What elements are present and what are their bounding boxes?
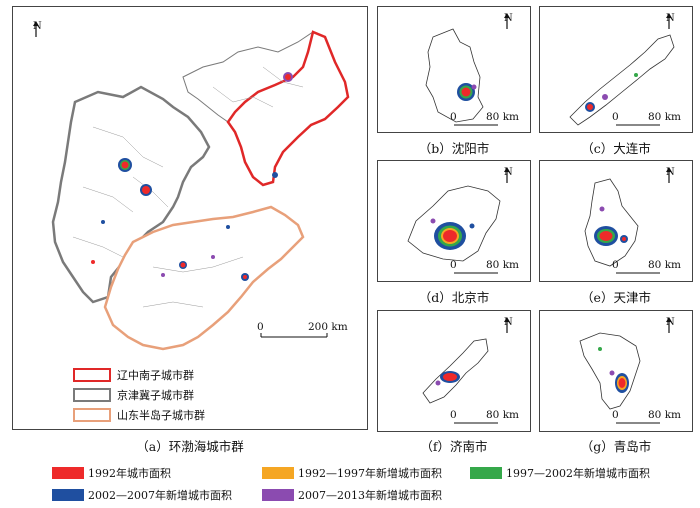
panel-f-map: N 0 80 km [377,310,531,432]
scale-end-c: 80 km [648,111,682,123]
caption-f: （f）济南市 [420,439,488,454]
legend-1992-1997: 1992—1997年新增城市面积 [262,466,442,480]
shandong-swatch [73,408,111,422]
panel-g-map: N 0 80 km [539,310,693,432]
scale-end-a: 200 km [308,321,348,333]
county-lines [72,66,304,308]
scale-start-e: 0 [612,259,619,271]
legend-1997-2002-swatch [470,467,502,479]
caption-a: （a）环渤海城市群 [136,439,244,454]
scale-end-b: 80 km [486,111,520,123]
north-arrow-f: N [504,317,513,333]
panel-e-map: N 0 80 km [539,160,693,282]
panel-b-map: N 0 80 km [377,6,531,133]
scale-start-b: 0 [450,111,457,123]
group-legend-liaozhongnan: 辽中南子城市群 [73,367,194,383]
scale-start-f: 0 [450,409,457,421]
caption-g: （g）青岛市 [580,439,652,454]
caption-d: （d）北京市 [418,290,490,305]
panel-a-svg [51,30,350,351]
panel-a-map: N 0 200 km 辽中南子城市群 京津冀子城市群 山东半岛子城市群 [12,6,368,430]
legend-1997-2002: 1997—2002年新增城市面积 [470,466,650,480]
scale-end-g: 80 km [648,409,682,421]
legend-2007-2013: 2007—2013年新增城市面积 [262,488,442,502]
north-arrow-g: N [666,317,675,333]
jingjinji-swatch [73,388,111,402]
north-arrow-e: N [666,167,675,183]
caption-c: （c）大连市 [581,141,651,156]
panel-d-map: N 0 80 km [377,160,531,282]
scale-start-g: 0 [612,409,619,421]
scale-start-c: 0 [612,111,619,123]
scale-start-d: 0 [450,259,457,271]
shandong-boundary [103,205,305,351]
north-arrow-d: N [504,167,513,183]
liaozhongnan-red-line [226,30,350,187]
group-legend-shandong: 山东半岛子城市群 [73,407,205,423]
legend-1992-swatch [52,467,84,479]
panel-c-map: N 0 80 km [539,6,693,133]
scale-end-d: 80 km [486,259,520,271]
group-legend-jingjinji: 京津冀子城市群 [73,387,194,403]
north-arrow-c: N [666,13,675,29]
caption-e: （e）天津市 [581,290,651,305]
urban-patches [91,72,293,281]
liaozhongnan-swatch [73,368,111,382]
legend-1992-1997-swatch [262,467,294,479]
north-arrow-a: N [33,21,42,37]
legend-1992: 1992年城市面积 [52,466,171,480]
scale-end-f: 80 km [486,409,520,421]
caption-b: （b）沈阳市 [418,141,490,156]
scale-start-a: 0 [257,321,264,333]
north-arrow-b: N [504,13,513,29]
scale-end-e: 80 km [648,259,682,271]
legend-2007-2013-swatch [262,489,294,501]
north-label: N [33,21,42,32]
legend-2002-2007-swatch [52,489,84,501]
liaozhongnan-boundary [182,31,349,186]
legend-2002-2007: 2002—2007年新增城市面积 [52,488,232,502]
